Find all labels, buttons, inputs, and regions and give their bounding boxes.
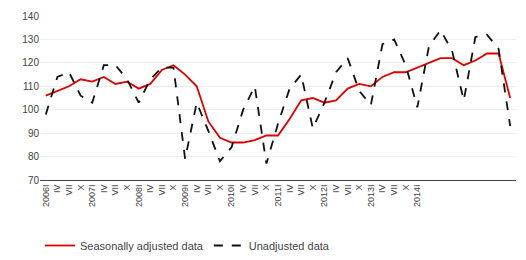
svg-text:VII: VII	[250, 185, 260, 196]
svg-text:140: 140	[22, 11, 39, 22]
svg-text:130: 130	[22, 34, 39, 45]
svg-text:X: X	[168, 185, 178, 191]
svg-text:100: 100	[22, 104, 39, 115]
svg-text:IV: IV	[52, 185, 62, 194]
svg-text:90: 90	[28, 128, 40, 139]
svg-text:IV: IV	[145, 185, 155, 194]
svg-text:110: 110	[23, 81, 39, 92]
svg-text:2009I: 2009I	[180, 185, 190, 208]
svg-text:VII: VII	[64, 185, 74, 196]
svg-text:VII: VII	[296, 185, 306, 196]
svg-text:Seasonally adjusted data: Seasonally adjusted data	[80, 240, 204, 252]
svg-text:IV: IV	[377, 185, 387, 194]
svg-text:2008I: 2008I	[134, 185, 144, 208]
svg-text:2011I: 2011I	[273, 185, 283, 207]
svg-text:IV: IV	[192, 185, 202, 194]
svg-text:X: X	[354, 185, 364, 191]
svg-text:IV: IV	[331, 185, 341, 194]
svg-text:70: 70	[28, 175, 40, 186]
svg-text:X: X	[308, 185, 318, 191]
svg-text:VII: VII	[389, 185, 399, 196]
svg-text:2012I: 2012I	[319, 185, 329, 208]
svg-text:X: X	[261, 185, 271, 191]
svg-text:VII: VII	[343, 185, 353, 196]
svg-text:80: 80	[28, 151, 40, 162]
svg-text:X: X	[76, 185, 86, 191]
svg-text:IV: IV	[285, 185, 295, 194]
svg-text:IV: IV	[99, 185, 109, 194]
svg-text:120: 120	[22, 57, 39, 68]
svg-text:Unadjusted data: Unadjusted data	[249, 240, 330, 252]
svg-text:2014I: 2014I	[412, 185, 422, 208]
svg-text:2010I: 2010I	[226, 185, 236, 208]
svg-text:2013I: 2013I	[366, 185, 376, 208]
svg-text:X: X	[122, 185, 132, 191]
svg-text:VII: VII	[157, 185, 167, 196]
svg-text:VII: VII	[110, 185, 120, 196]
svg-text:2006I: 2006I	[41, 185, 51, 208]
svg-text:2007I: 2007I	[87, 185, 97, 208]
svg-text:IV: IV	[238, 185, 248, 194]
svg-text:X: X	[215, 185, 225, 191]
svg-text:X: X	[401, 185, 411, 191]
svg-text:VII: VII	[203, 185, 213, 196]
